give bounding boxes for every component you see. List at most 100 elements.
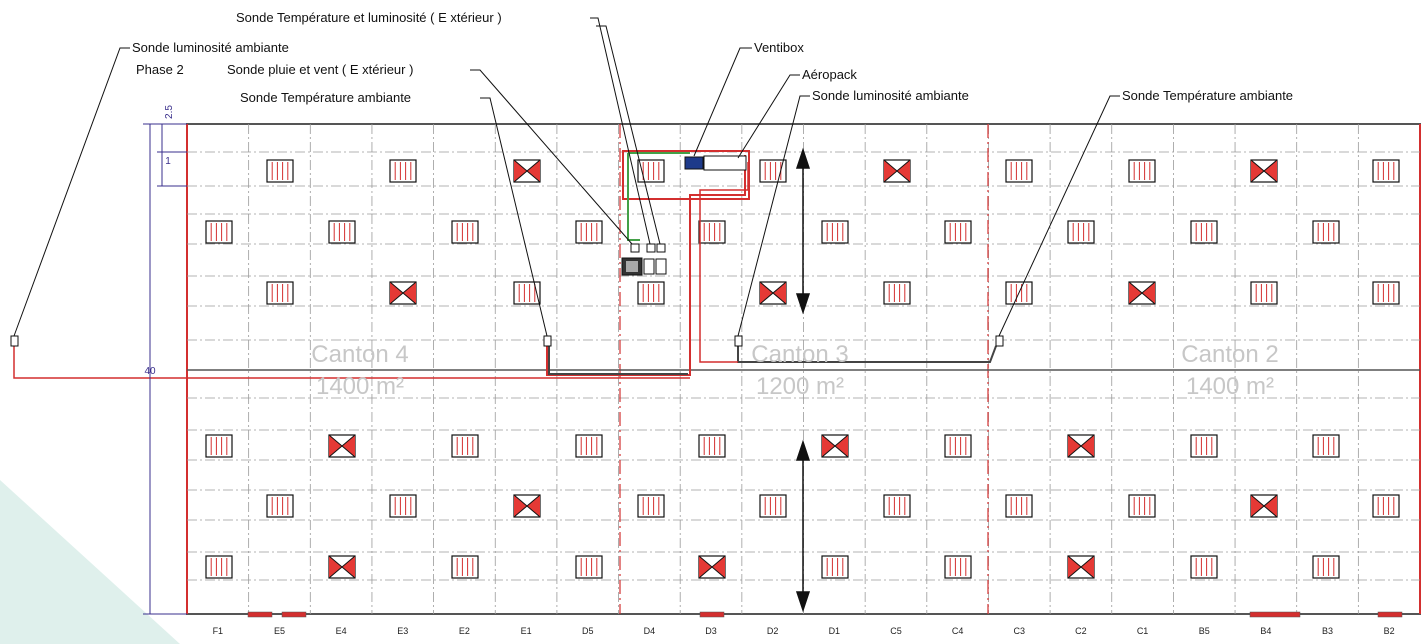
black-cable-right	[737, 345, 997, 363]
roof-light	[698, 220, 726, 244]
canton-3-name: Canton 3	[751, 341, 848, 368]
smoke-vent	[328, 434, 356, 458]
canton-2-name: Canton 2	[1181, 341, 1278, 368]
aeropack-unit	[703, 155, 747, 171]
smoke-vent	[513, 494, 541, 518]
sensor-box-3	[655, 258, 667, 275]
roof-light	[205, 220, 233, 244]
roof-light	[328, 220, 356, 244]
sensor-lum-mid	[734, 335, 743, 347]
roof-light	[883, 281, 911, 305]
roof-light	[1005, 159, 1033, 183]
roof-light	[1250, 281, 1278, 305]
roof-light	[883, 494, 911, 518]
vent-units	[205, 159, 1400, 579]
column-label: D5	[582, 626, 594, 636]
roof-light	[698, 434, 726, 458]
label-pluie-vent: Sonde pluie et vent ( E xtérieur )	[227, 62, 413, 77]
smoke-vent	[389, 281, 417, 305]
column-label: E4	[336, 626, 347, 636]
roof-light	[575, 555, 603, 579]
column-label: B2	[1384, 626, 1395, 636]
column-label: D3	[705, 626, 717, 636]
smoke-vent	[1128, 281, 1156, 305]
smoke-vent	[328, 555, 356, 579]
label-temp-ambiante-left: Sonde Température ambiante	[240, 90, 411, 105]
column-label: B4	[1260, 626, 1271, 636]
roof-light	[389, 494, 417, 518]
column-label: B5	[1199, 626, 1210, 636]
red-cable-aeropack	[699, 162, 749, 363]
roof-light	[637, 281, 665, 305]
wall-marker	[699, 611, 725, 618]
label-temp-lum-ext: Sonde Température et luminosité ( E xtér…	[236, 10, 502, 25]
roof-light	[944, 434, 972, 458]
canton-3-area: 1200 m²	[756, 373, 844, 400]
roof-light	[575, 220, 603, 244]
smoke-vent	[1067, 555, 1095, 579]
sensor-small-3	[656, 243, 666, 253]
roof-light	[266, 494, 294, 518]
column-label: C2	[1075, 626, 1087, 636]
roof-light	[1190, 220, 1218, 244]
roof-light	[1312, 434, 1340, 458]
roof-light	[944, 555, 972, 579]
roof-light	[1312, 555, 1340, 579]
smoke-vent	[759, 281, 787, 305]
roof-light	[637, 159, 665, 183]
column-label: C5	[890, 626, 902, 636]
sensor-temp-right	[995, 335, 1004, 347]
roof-light	[821, 555, 849, 579]
roof-light	[389, 159, 417, 183]
column-label: E2	[459, 626, 470, 636]
column-label: C3	[1014, 626, 1026, 636]
smoke-vent	[1067, 434, 1095, 458]
column-label: E5	[274, 626, 285, 636]
sensor-box-1-screen	[626, 261, 638, 272]
dim-height: 40	[144, 366, 156, 377]
smoke-vent	[698, 555, 726, 579]
column-labels: F1 E5 E4 E3 E2 E1 D5 D4 D3 D2 D1 C5 C4 C3 C2 C1 B5 B4 B3 B2	[213, 611, 1403, 636]
dimension-lines	[143, 123, 187, 615]
dim-module: 1	[165, 156, 171, 167]
label-lum-ambiante-left: Sonde luminosité ambiante	[132, 40, 289, 55]
roof-light	[1190, 555, 1218, 579]
roof-light	[205, 434, 233, 458]
label-ventibox: Ventibox	[754, 40, 804, 55]
label-lum-ambiante-mid: Sonde luminosité ambiante	[812, 88, 969, 103]
canton-2-area: 1400 m²	[1186, 373, 1274, 400]
column-label: E1	[521, 626, 532, 636]
vent-outline	[622, 150, 750, 200]
ventibox-unit	[684, 156, 704, 170]
roof-light	[1372, 159, 1400, 183]
roof-light	[513, 281, 541, 305]
sensor-small-1	[630, 243, 640, 253]
roof-light	[1067, 220, 1095, 244]
label-phase: Phase 2	[136, 62, 184, 77]
canton-4-area: 1400 m²	[316, 373, 404, 400]
roof-light	[1372, 494, 1400, 518]
roof-light	[821, 220, 849, 244]
roof-light	[1190, 434, 1218, 458]
wall-marker	[247, 611, 273, 618]
column-label: E3	[397, 626, 408, 636]
smoke-vent	[883, 159, 911, 183]
roof-light	[1128, 494, 1156, 518]
wall-marker	[281, 611, 307, 618]
roof-light	[266, 281, 294, 305]
airflow-arrows	[795, 147, 811, 613]
dim-top: 2.5	[164, 105, 175, 119]
sensor-temp-left	[543, 335, 552, 347]
roof-light	[575, 434, 603, 458]
roof-light	[637, 494, 665, 518]
black-cable-left	[548, 346, 688, 375]
roof-light	[451, 434, 479, 458]
smoke-vent	[1250, 159, 1278, 183]
red-cable	[546, 155, 746, 376]
column-label: D2	[767, 626, 779, 636]
leader-lines	[13, 17, 1120, 337]
roof-light	[1372, 281, 1400, 305]
column-label: C1	[1137, 626, 1149, 636]
